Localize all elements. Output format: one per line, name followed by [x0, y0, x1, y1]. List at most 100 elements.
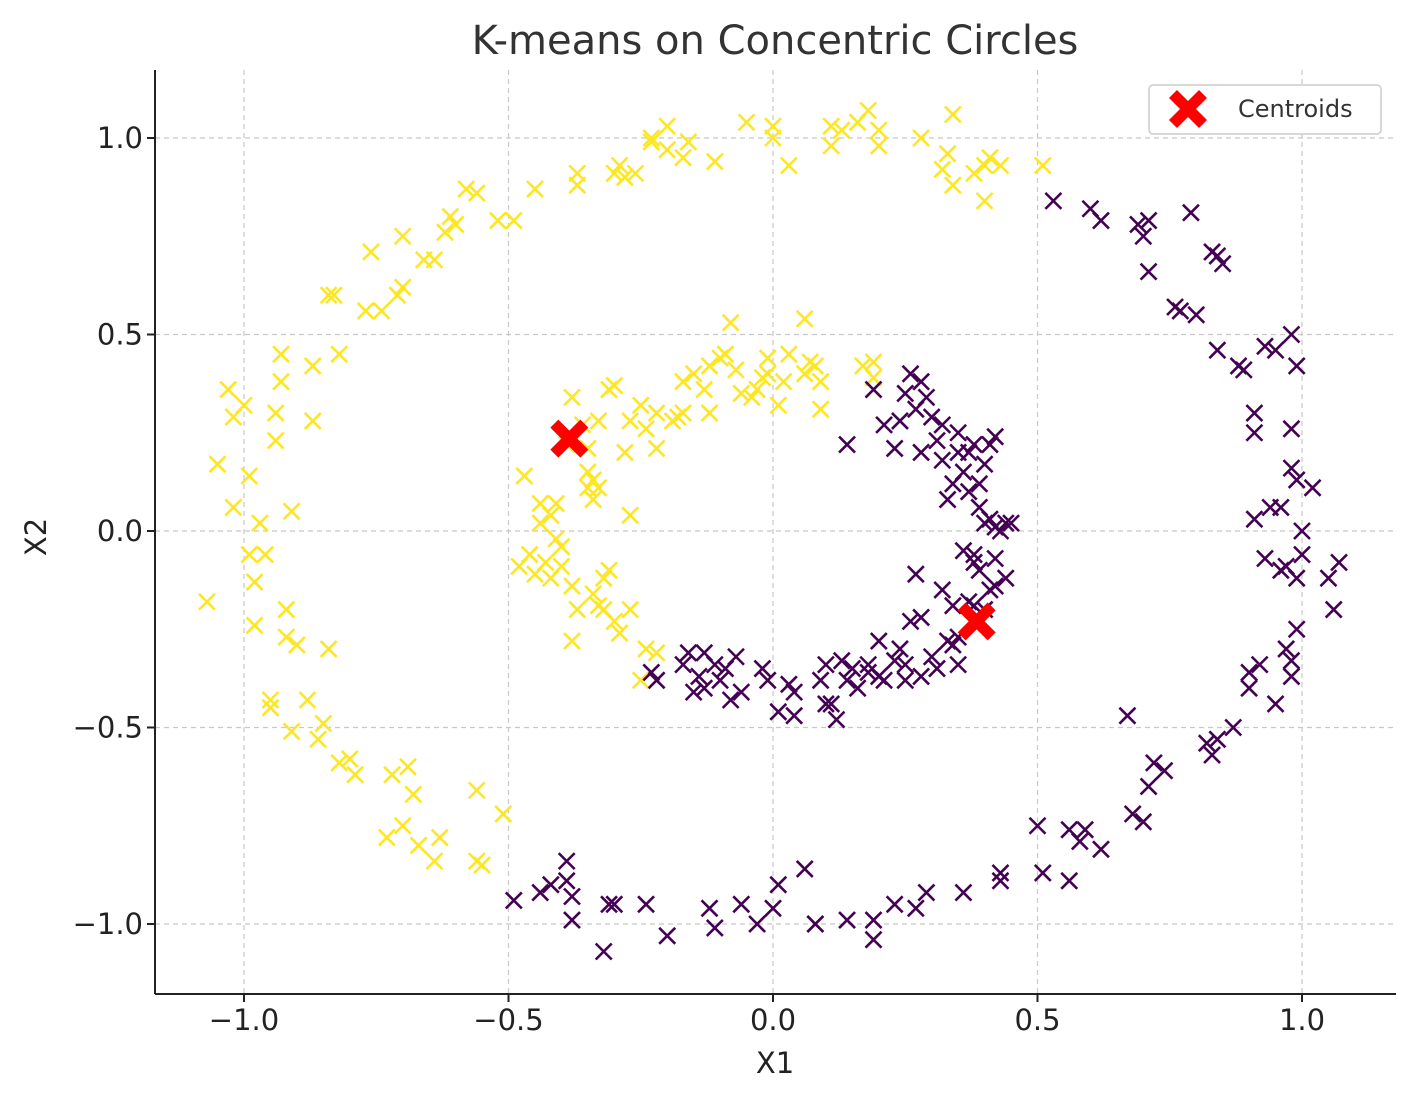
data-point-cluster-0 [282, 502, 301, 521]
data-point-cluster-0 [594, 569, 613, 588]
data-point-cluster-0 [943, 176, 962, 195]
data-point-cluster-0 [912, 129, 931, 147]
data-point-cluster-1 [875, 415, 894, 434]
data-point-cluster-1 [647, 671, 666, 690]
data-point-cluster-1 [922, 647, 941, 666]
legend-label-centroids: Centroids [1238, 95, 1353, 123]
data-point-cluster-0 [457, 180, 476, 199]
data-point-cluster-1 [1060, 871, 1079, 890]
data-point-cluster-1 [1033, 863, 1052, 882]
data-point-cluster-0 [647, 643, 666, 662]
data-point-cluster-0 [864, 353, 883, 371]
data-point-cluster-0 [727, 360, 745, 379]
data-point-cluster-0 [737, 113, 756, 132]
data-point-cluster-0 [536, 553, 555, 572]
data-point-cluster-1 [748, 915, 767, 933]
data-point-cluster-1 [986, 549, 1005, 568]
data-point-cluster-1 [816, 695, 835, 713]
data-point-cluster-1 [1118, 706, 1137, 725]
data-point-cluster-1 [1044, 191, 1063, 210]
data-point-cluster-0 [245, 616, 264, 635]
x-tick-label: 0.5 [1014, 1003, 1060, 1037]
data-point-cluster-1 [859, 663, 878, 682]
data-point-cluster-0 [779, 156, 798, 175]
data-point-cluster-1 [864, 930, 883, 949]
data-point-cluster-0 [325, 286, 343, 305]
data-point-cluster-0 [674, 148, 692, 167]
data-point-cluster-0 [795, 364, 814, 383]
data-point-cluster-1 [1129, 215, 1147, 234]
data-point-cluster-1 [1319, 569, 1338, 588]
y-tick-label: 0.5 [97, 318, 143, 352]
data-point-cluster-0 [615, 443, 634, 462]
data-point-cluster-1 [1293, 522, 1311, 540]
data-point-cluster-1 [1277, 639, 1296, 658]
data-point-cluster-1 [1245, 404, 1264, 423]
data-point-cluster-1 [938, 490, 957, 509]
data-point-cluster-0 [605, 376, 624, 395]
data-point-cluster-1 [1155, 761, 1174, 780]
data-point-cluster-1 [1187, 305, 1206, 324]
data-point-cluster-1 [1123, 805, 1142, 823]
data-point-cluster-1 [1303, 478, 1322, 497]
data-point-cluster-1 [933, 581, 952, 599]
data-point-cluster-1 [727, 647, 745, 666]
data-point-cluster-1 [1287, 357, 1306, 375]
data-point-cluster-0 [584, 470, 603, 489]
data-point-cluster-1 [785, 683, 804, 702]
data-point-cluster-0 [975, 156, 994, 175]
data-point-cluster-1 [1282, 325, 1301, 344]
data-point-cluster-1 [764, 899, 782, 918]
data-point-cluster-1 [928, 659, 946, 678]
data-point-cluster-1 [954, 541, 973, 560]
data-point-cluster-0 [198, 592, 216, 611]
centroid-marker [957, 602, 996, 641]
data-point-cluster-1 [1092, 840, 1110, 859]
data-point-cluster-1 [896, 655, 915, 674]
data-point-cluster-0 [716, 345, 735, 364]
data-point-cluster-1 [811, 671, 830, 690]
data-point-cluster-1 [541, 875, 560, 894]
data-point-cluster-0 [568, 164, 587, 183]
data-point-cluster-0 [869, 136, 888, 155]
data-point-cluster-0 [309, 730, 327, 749]
data-point-cluster-0 [235, 396, 253, 415]
data-point-cluster-0 [811, 400, 830, 419]
data-point-cluster-0 [700, 404, 719, 423]
data-point-cluster-1 [965, 435, 983, 454]
data-point-cluster-1 [949, 423, 968, 442]
data-point-cluster-0 [240, 467, 259, 485]
data-point-cluster-0 [615, 168, 634, 187]
data-point-cluster-1 [843, 659, 862, 678]
data-point-cluster-0 [314, 714, 333, 733]
data-point-cluster-1 [838, 435, 856, 454]
data-point-cluster-1 [986, 427, 1005, 446]
data-point-cluster-1 [1092, 211, 1110, 230]
data-point-cluster-0 [504, 211, 523, 230]
data-point-cluster-0 [541, 506, 560, 525]
data-point-cluster-1 [1324, 600, 1343, 619]
data-point-cluster-1 [933, 415, 952, 434]
data-point-cluster-0 [732, 384, 751, 403]
data-point-cluster-0 [610, 624, 629, 643]
data-point-cluster-1 [1181, 203, 1200, 222]
x-tick-label: 0.0 [750, 1003, 796, 1037]
data-point-cluster-1 [912, 667, 931, 686]
data-point-cluster-0 [303, 357, 322, 375]
data-point-cluster-1 [600, 895, 618, 914]
data-point-cluster-0 [330, 345, 349, 364]
data-point-cluster-1 [959, 482, 978, 501]
data-point-cluster-1 [557, 852, 576, 871]
data-point-cluster-0 [742, 388, 761, 407]
data-point-cluster-1 [838, 671, 856, 690]
data-point-cluster-0 [467, 184, 486, 202]
data-point-cluster-1 [996, 569, 1015, 588]
data-point-cluster-1 [658, 926, 677, 945]
data-point-cluster-0 [563, 632, 581, 650]
data-point-cluster-1 [637, 895, 655, 914]
data-point-cluster-0 [256, 545, 275, 564]
x-tick-label: −1.0 [209, 1003, 279, 1037]
data-point-cluster-0 [526, 180, 544, 199]
data-point-cluster-0 [933, 160, 952, 179]
data-point-cluster-1 [563, 887, 581, 906]
